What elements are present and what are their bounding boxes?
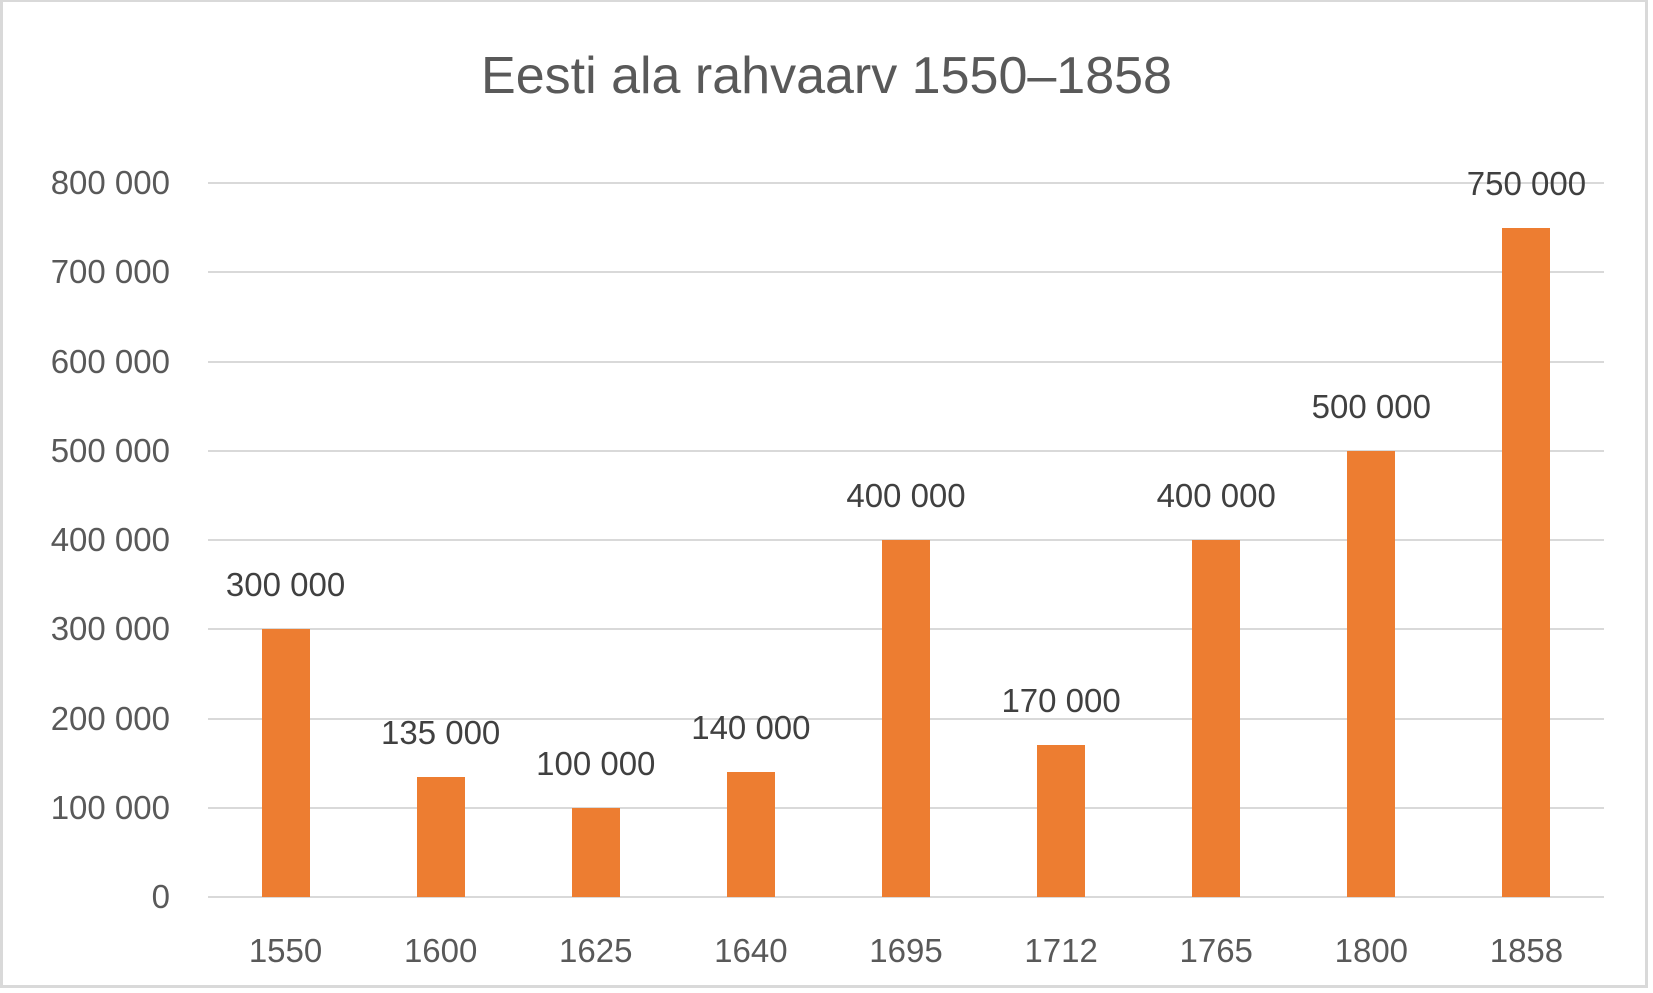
- bar-1600: [416, 776, 465, 897]
- y-axis-tick-label: 100 000: [50, 788, 170, 826]
- data-label: 400 000: [846, 477, 966, 514]
- bar-1640: [726, 772, 775, 897]
- x-axis-tick-label: 1712: [1024, 932, 1098, 969]
- x-axis-tick-label: 1858: [1489, 932, 1564, 969]
- gridline: [208, 449, 1604, 452]
- gridline: [208, 360, 1604, 363]
- data-label: 170 000: [1001, 682, 1121, 720]
- bar-1858: [1502, 227, 1551, 897]
- chart-title: Eesti ala rahvaarv 1550–1858: [481, 47, 1172, 105]
- data-label: 750 000: [1466, 164, 1587, 202]
- y-axis-tick-label: 600 000: [50, 342, 170, 380]
- bar-1695: [882, 540, 930, 897]
- bar-1800: [1347, 450, 1396, 897]
- y-axis-tick-label: 300 000: [50, 610, 170, 648]
- x-axis-tick-label: 1640: [714, 932, 788, 969]
- y-axis-tick-label: 500 000: [50, 431, 170, 469]
- gridline: [208, 271, 1604, 274]
- y-axis-tick-label: 400 000: [50, 521, 170, 558]
- x-axis-tick-label: 1550: [248, 932, 323, 969]
- data-label: 140 000: [691, 709, 811, 747]
- bar-1765: [1192, 540, 1241, 897]
- gridline: [208, 182, 1604, 184]
- data-label: 100 000: [536, 744, 656, 782]
- data-label: 400 000: [1156, 477, 1276, 514]
- y-axis-tick-label: 200 000: [50, 699, 170, 737]
- data-label: 300 000: [225, 566, 346, 604]
- x-axis-tick-label: 1765: [1179, 932, 1253, 969]
- bar-1712: [1037, 745, 1086, 897]
- x-axis-tick-label: 1800: [1334, 932, 1409, 969]
- y-axis-tick-label: 800 000: [50, 164, 170, 201]
- x-axis-tick-label: 1695: [869, 932, 943, 969]
- data-label: 500 000: [1311, 387, 1431, 425]
- y-axis-tick-label: 700 000: [50, 253, 170, 291]
- x-axis-tick-label: 1600: [403, 932, 478, 969]
- x-axis-tick-label: 1625: [559, 932, 633, 969]
- gridline: [208, 896, 1604, 898]
- bar-1625: [571, 807, 620, 897]
- bar-1550: [261, 629, 310, 897]
- data-label: 135 000: [381, 713, 501, 751]
- y-axis-tick-label: 0: [151, 878, 170, 915]
